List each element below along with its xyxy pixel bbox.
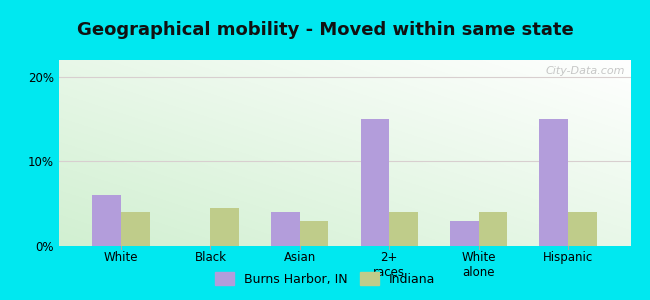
Bar (540, 119, 568, 246)
Bar (389, 212, 418, 246)
Bar (92, 195, 121, 246)
Bar (478, 212, 507, 246)
Legend: Burns Harbor, IN, Indiana: Burns Harbor, IN, Indiana (210, 267, 440, 291)
Bar (300, 220, 328, 246)
Bar (121, 212, 150, 246)
Text: Geographical mobility - Moved within same state: Geographical mobility - Moved within sam… (77, 21, 573, 39)
Bar (568, 212, 597, 246)
Bar (211, 208, 239, 246)
Text: City-Data.com: City-Data.com (545, 66, 625, 76)
Bar (450, 220, 478, 246)
Bar (271, 212, 300, 246)
Bar (361, 119, 389, 246)
